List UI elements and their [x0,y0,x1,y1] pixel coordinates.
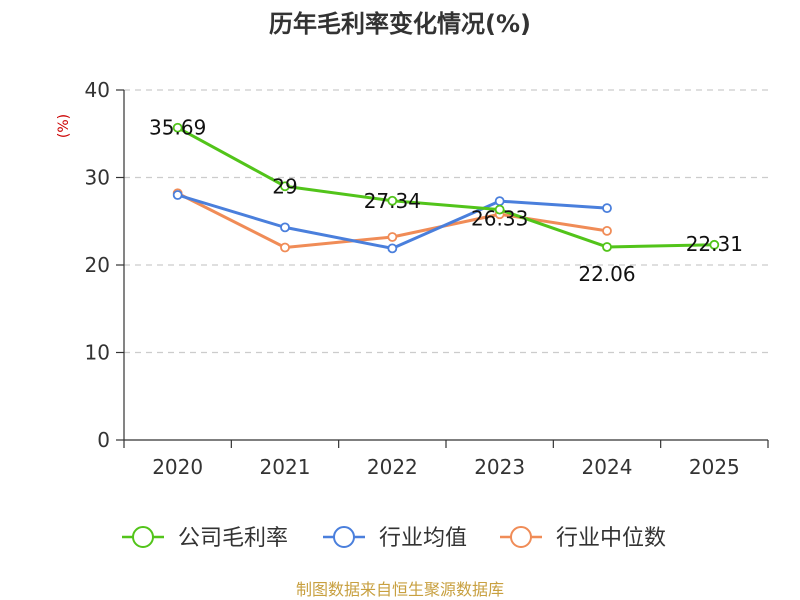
x-tick-label: 2024 [582,455,633,479]
legend: 公司毛利率 行业均值 行业中位数 [122,526,666,551]
chart-title: 历年毛利率变化情况(%) [269,10,531,38]
y-tick-label: 30 [85,166,110,190]
legend-marker [333,526,355,548]
legend-marker [510,526,532,548]
data-point [602,242,612,252]
data-point [172,122,183,133]
y-axis-label: (%) [56,114,72,138]
data-point [494,204,505,215]
data-point [709,239,720,250]
data-label: 27.34 [364,189,421,213]
legend-marker [132,526,154,548]
axes: 0 10 20 30 40 2020 2021 2022 2023 2024 2025 [85,78,769,479]
x-tick-label: 2023 [474,455,525,479]
data-label: 22.31 [686,232,743,256]
data-labels: 35.69 29 27.34 26.33 22.06 22.31 [149,116,743,286]
data-point [602,203,612,214]
data-label: 35.69 [149,116,206,140]
legend-label: 行业均值 [379,526,467,551]
y-tick-label: 0 [97,428,110,452]
source-note: 制图数据来自恒生聚源数据库 [296,580,504,599]
gridlines [124,89,768,354]
data-point [387,243,398,254]
data-point [280,181,290,192]
series-group [172,122,720,254]
data-point [494,196,505,207]
y-tick-label: 10 [85,341,110,365]
data-point [280,242,290,253]
data-point [387,232,398,242]
legend-label: 公司毛利率 [178,526,288,551]
legend-label: 行业中位数 [556,526,666,551]
data-label: 22.06 [578,262,635,286]
series-line-0 [176,126,715,249]
data-point [172,190,183,200]
x-tick-label: 2025 [689,455,740,479]
data-label: 29 [272,174,297,198]
x-tick-label: 2021 [260,455,311,479]
x-tick-label: 2020 [152,455,203,479]
y-tick-label: 40 [85,78,110,102]
data-label: 26.33 [471,207,528,231]
y-tick-label: 20 [85,253,110,277]
data-point [387,195,398,206]
data-point [280,222,290,233]
data-point [602,225,612,236]
x-tick-label: 2022 [367,455,418,479]
